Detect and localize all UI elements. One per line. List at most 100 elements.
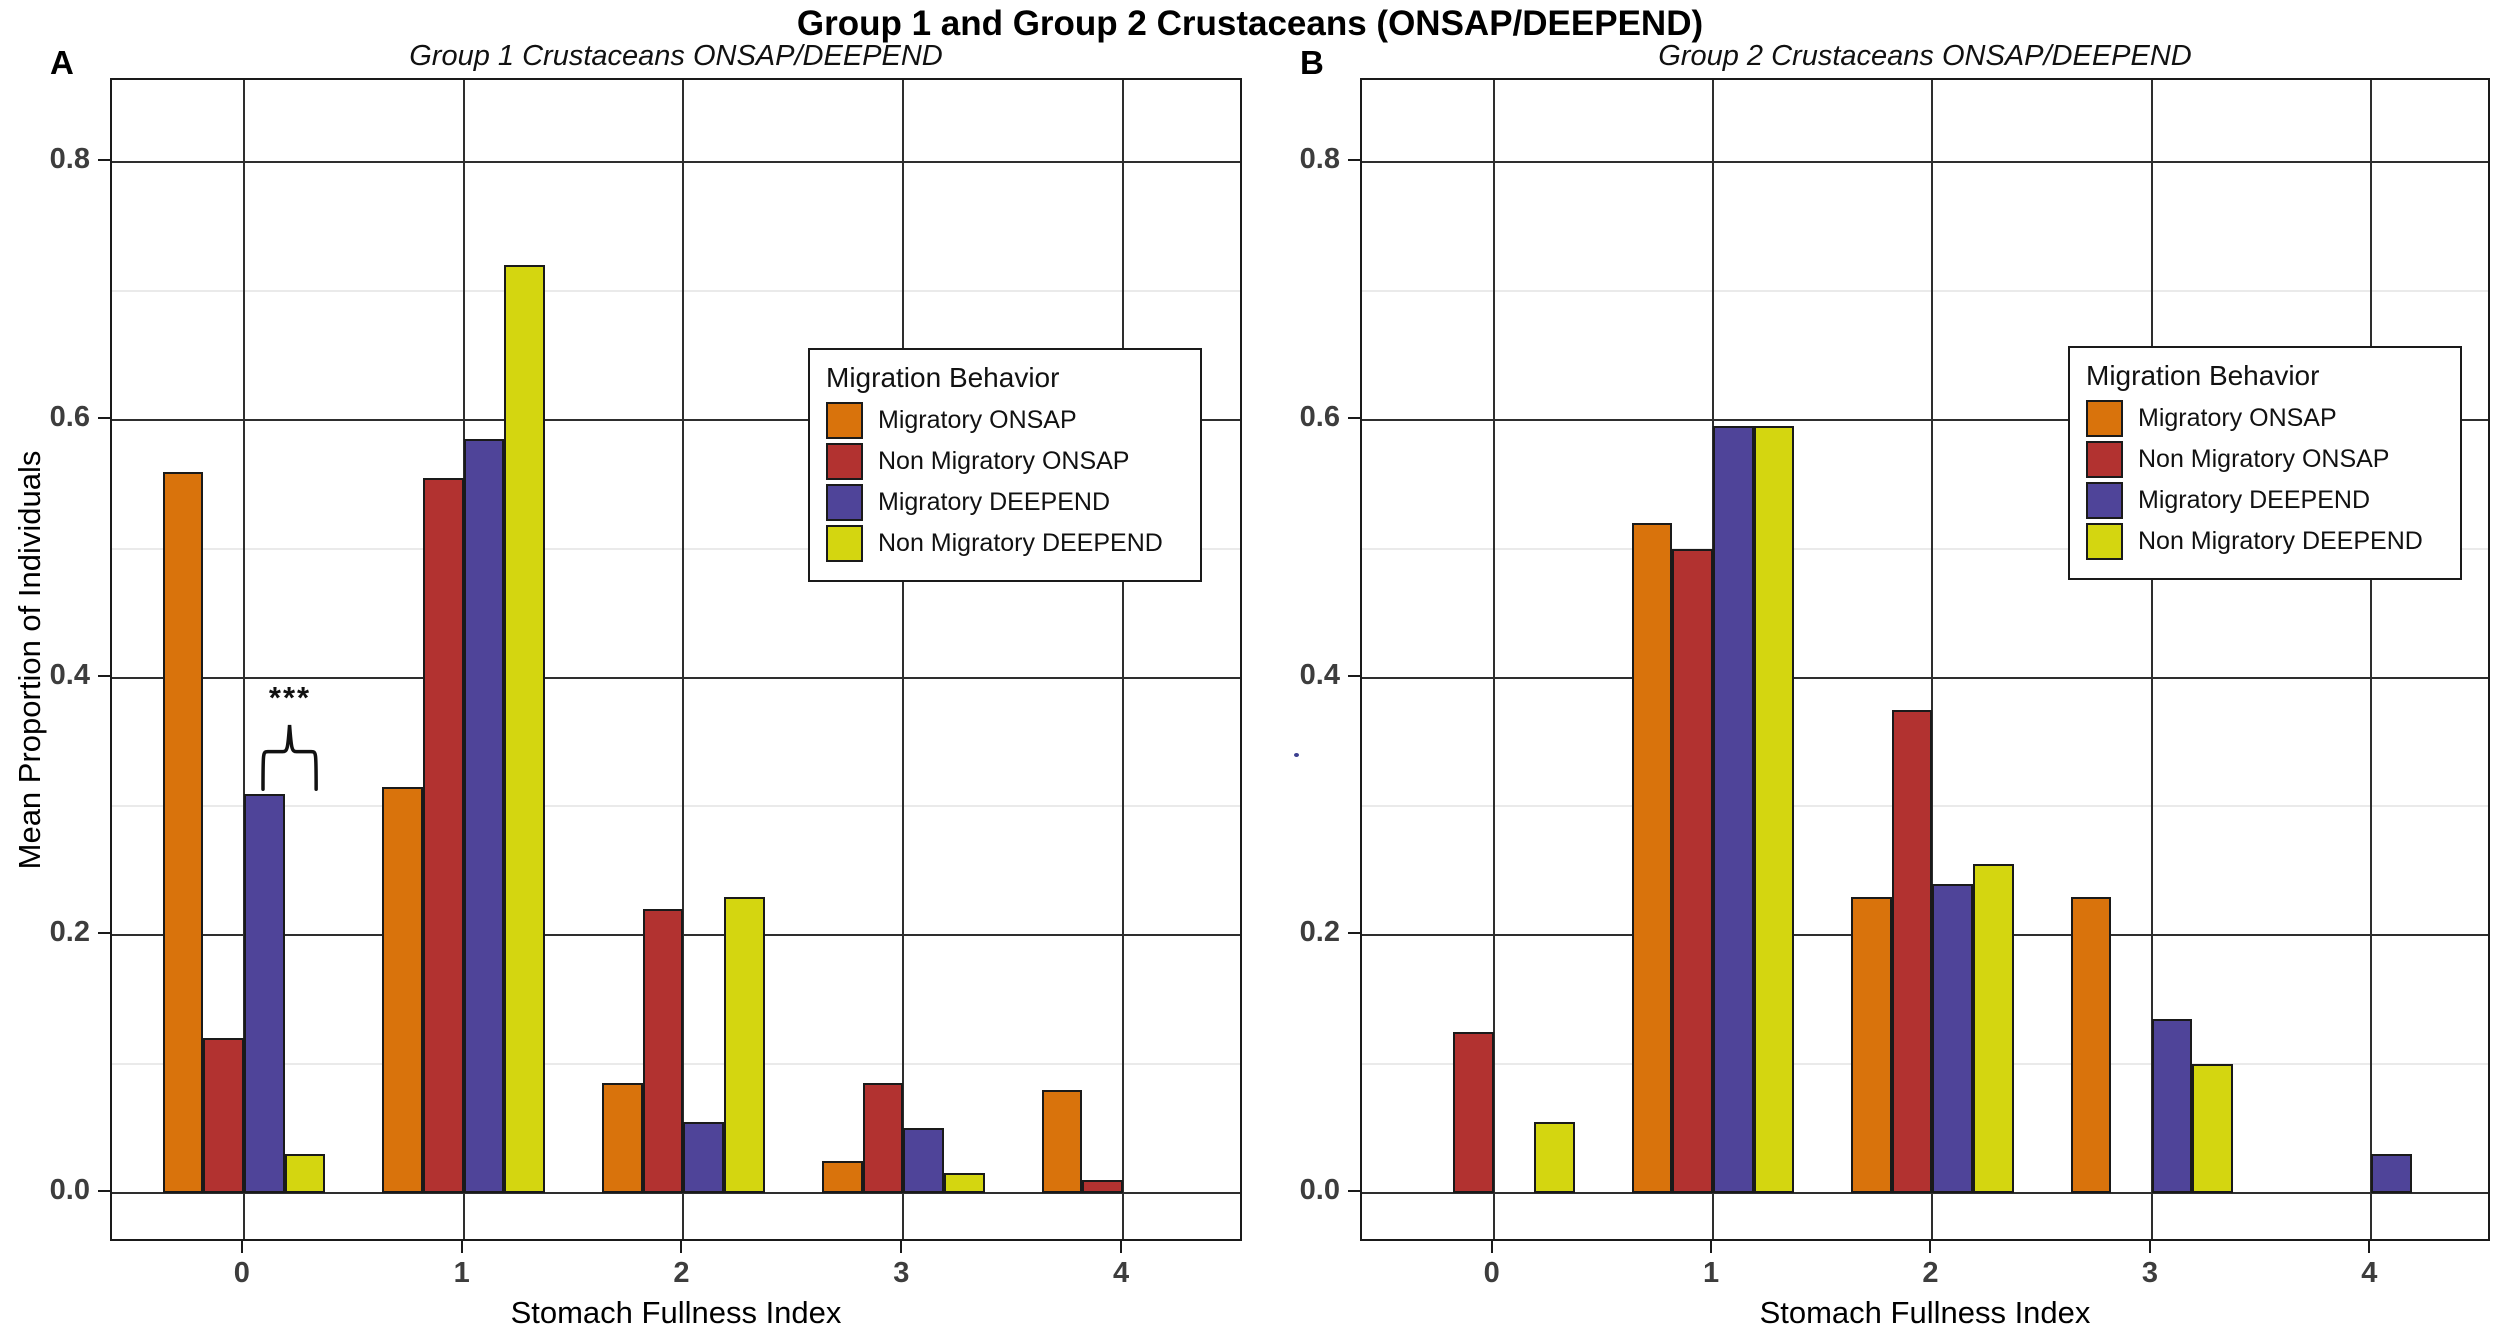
legend-swatch-migratory-onsap — [2086, 400, 2123, 437]
bar-non-migratory-deepend — [1973, 864, 2014, 1193]
x-tick-mark — [1490, 1241, 1493, 1253]
major-gridline — [1362, 676, 2488, 679]
bar-non-migratory-onsap — [1672, 548, 1714, 1193]
major-gridline — [112, 1191, 1240, 1194]
panel-b: B Group 2 Crustaceans ONSAP/DEEPEND Migr… — [1294, 40, 2490, 1327]
significance-brace — [261, 724, 319, 791]
panel-b-title: Group 2 Crustaceans ONSAP/DEEPEND — [1658, 40, 2192, 72]
panel-a-title: Group 1 Crustaceans ONSAP/DEEPEND — [409, 40, 943, 72]
major-gridline — [112, 161, 1240, 164]
x-tick-label: 0 — [233, 1257, 250, 1289]
panel-a: A Group 1 Crustaceans ONSAP/DEEPEND Migr… — [50, 40, 1242, 1327]
bar-migratory-onsap — [382, 787, 424, 1193]
legend-swatch-migratory-deepend — [826, 484, 863, 521]
x-tick-mark — [460, 1241, 463, 1253]
x-axis-title-b: Stomach Fullness Index — [1759, 1295, 2091, 1327]
x-axis-title-a: Stomach Fullness Index — [510, 1295, 842, 1327]
x-tick-label: 2 — [1922, 1257, 1939, 1289]
bar-migratory-deepend — [2371, 1154, 2412, 1193]
vertical-gridline — [2150, 80, 2153, 1239]
legend-swatch-non-migratory-deepend — [2086, 523, 2123, 560]
bar-non-migratory-deepend — [284, 1154, 326, 1193]
legend-item: Non Migratory DEEPEND — [2086, 523, 2440, 560]
x-tick-mark — [240, 1241, 243, 1253]
y-tick-mark — [1348, 932, 1360, 935]
major-gridline — [112, 676, 1240, 679]
legend-item-label: Migratory DEEPEND — [878, 488, 1110, 516]
bar-migratory-deepend — [463, 439, 505, 1193]
y-tick-label: 0.2 — [49, 916, 90, 949]
vertical-gridline — [1492, 80, 1495, 1239]
bar-non-migratory-onsap — [1082, 1179, 1124, 1193]
bar-migratory-onsap — [1851, 896, 1892, 1193]
vertical-gridline — [682, 80, 685, 1239]
bar-non-migratory-onsap — [1891, 709, 1933, 1193]
y-tick-label: 0.6 — [49, 401, 90, 433]
bar-migratory-deepend — [243, 793, 285, 1193]
legend-item-label: Non Migratory DEEPEND — [2138, 527, 2423, 555]
bar-migratory-deepend — [683, 1121, 725, 1193]
bar-non-migratory-deepend — [724, 896, 765, 1193]
y-tick-label: 0.0 — [1299, 1173, 1340, 1206]
x-tick-label: 1 — [453, 1257, 470, 1289]
minor-gridline — [112, 290, 1240, 293]
bar-non-migratory-deepend — [1753, 426, 1795, 1193]
legend: Migration Behavior Migratory ONSAP Non Mig… — [808, 348, 1202, 582]
x-tick-label: 0 — [1483, 1257, 1500, 1289]
legend-item-label: Migratory DEEPEND — [2138, 486, 2370, 514]
vertical-gridline — [1931, 80, 1934, 1239]
x-tick-label: 4 — [2361, 1257, 2378, 1289]
legend-item: Non Migratory DEEPEND — [826, 525, 1180, 562]
x-tick-label: 4 — [1113, 1257, 1130, 1289]
plot-area-a: Migration Behavior Migratory ONSAP Non Mig… — [110, 78, 1242, 1241]
minor-gridline — [1362, 290, 2488, 293]
x-tick-mark — [680, 1241, 683, 1253]
legend-item: Non Migratory ONSAP — [2086, 441, 2440, 478]
y-tick-mark — [1348, 1189, 1360, 1192]
legend-swatch-migratory-onsap — [826, 402, 863, 439]
y-tick-mark — [98, 417, 110, 419]
legend-item-label: Non Migratory ONSAP — [2138, 445, 2390, 473]
bar-migratory-deepend — [1713, 426, 1754, 1193]
bar-migratory-onsap — [2070, 896, 2112, 1193]
bar-non-migratory-deepend — [504, 265, 545, 1193]
x-tick-mark — [2368, 1241, 2371, 1253]
y-tick-mark — [98, 159, 110, 162]
bar-migratory-onsap — [1631, 523, 1673, 1193]
bar-migratory-onsap — [821, 1160, 863, 1193]
vertical-gridline — [242, 80, 245, 1239]
x-tick-label: 3 — [2141, 1257, 2158, 1289]
legend-item-label: Non Migratory DEEPEND — [878, 529, 1163, 557]
y-tick-label: 0.2 — [1299, 916, 1340, 949]
legend-item-label: Non Migratory ONSAP — [878, 447, 1130, 475]
legend-item: Migratory ONSAP — [2086, 400, 2440, 437]
bar-non-migratory-onsap — [203, 1038, 244, 1193]
panel-label-a: A — [50, 44, 74, 81]
stray-dot-artifact — [1294, 753, 1300, 758]
x-tick-label: 3 — [893, 1257, 910, 1289]
legend: Migration Behavior Migratory ONSAP Non Mig… — [2068, 346, 2462, 580]
y-tick-label: 0.8 — [49, 143, 90, 176]
legend-swatch-migratory-deepend — [2086, 482, 2123, 519]
bar-non-migratory-onsap — [862, 1083, 904, 1193]
legend-item: Migratory DEEPEND — [2086, 482, 2440, 519]
bar-migratory-onsap — [1041, 1089, 1083, 1193]
bar-migratory-deepend — [1932, 883, 1974, 1193]
minor-gridline — [1362, 547, 2488, 550]
x-tick-mark — [1710, 1241, 1713, 1253]
y-tick-mark — [98, 1189, 110, 1192]
major-gridline — [1362, 419, 2488, 421]
bar-non-migratory-deepend — [1534, 1121, 1575, 1193]
legend-item: Non Migratory ONSAP — [826, 443, 1180, 480]
x-tick-label: 1 — [1702, 1257, 1720, 1289]
y-tick-mark — [98, 932, 110, 935]
legend-item: Migratory ONSAP — [826, 402, 1180, 439]
bar-migratory-onsap — [162, 471, 204, 1193]
legend-swatch-non-migratory-onsap — [2086, 441, 2123, 478]
vertical-gridline — [2370, 80, 2373, 1239]
minor-gridline — [112, 805, 1240, 808]
plot-area-b: Migration Behavior Migratory ONSAP Non Mig… — [1360, 78, 2490, 1241]
significance-stars: *** — [268, 680, 312, 716]
legend-swatch-non-migratory-deepend — [826, 525, 863, 562]
bar-non-migratory-onsap — [642, 909, 684, 1193]
